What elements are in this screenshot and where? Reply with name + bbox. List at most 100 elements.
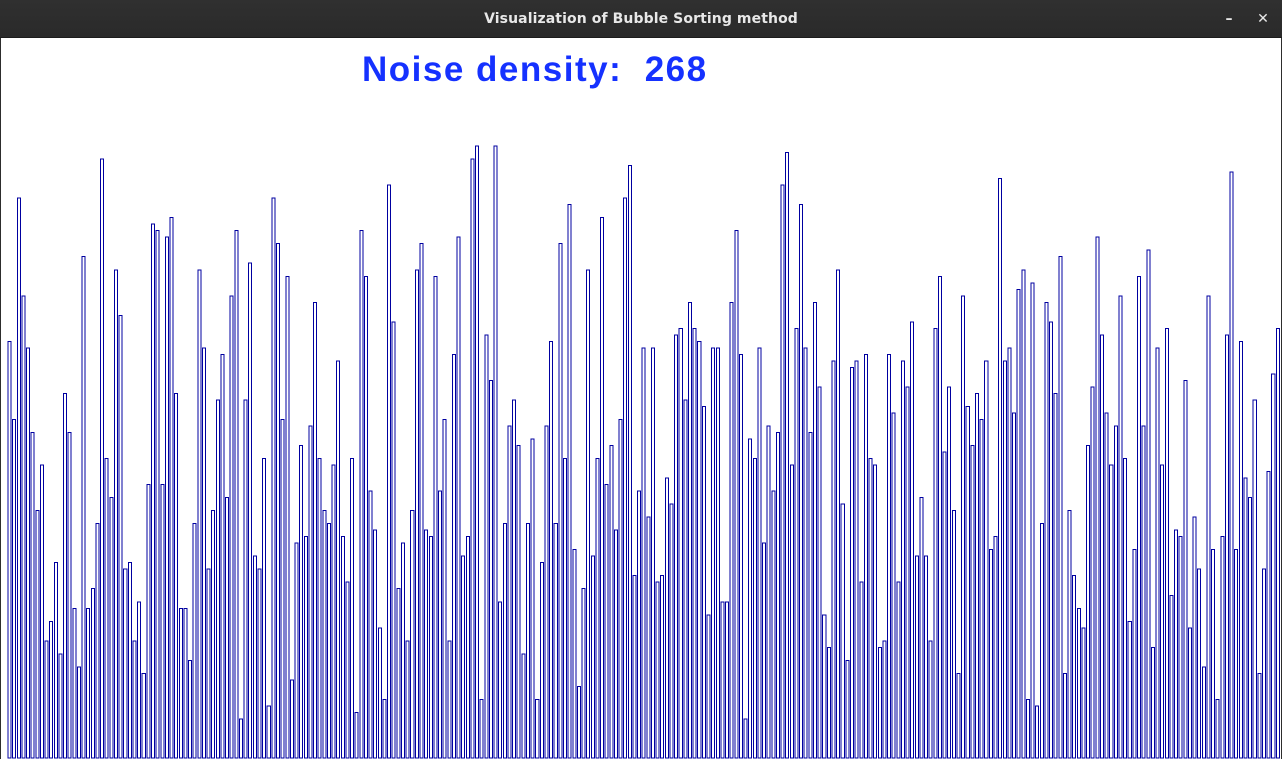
bar-37 <box>178 607 183 759</box>
bar-139 <box>650 347 655 759</box>
bar-245 <box>1141 425 1146 759</box>
bar-60 <box>285 275 290 759</box>
bar-244 <box>1137 275 1142 759</box>
bar-226 <box>1053 392 1058 759</box>
bar-82 <box>387 184 392 759</box>
noise-density-caption: Noise density: <box>362 50 623 89</box>
bar-51 <box>243 399 248 759</box>
bar-178 <box>831 360 836 759</box>
bar-175 <box>817 386 822 759</box>
bar-45 <box>215 399 220 759</box>
bar-195 <box>910 321 915 759</box>
bar-255 <box>1187 627 1192 759</box>
bar-157 <box>734 230 739 759</box>
bar-68 <box>322 510 327 759</box>
bar-180 <box>840 503 845 759</box>
bar-229 <box>1067 510 1072 759</box>
bar-176 <box>822 614 827 759</box>
bar-273 <box>1271 373 1276 759</box>
bar-9 <box>49 620 54 759</box>
bar-17 <box>86 607 91 759</box>
bar-101 <box>475 145 480 759</box>
bar-61 <box>289 679 294 759</box>
bar-184 <box>859 581 864 759</box>
bar-6 <box>35 510 40 759</box>
bar-98 <box>461 555 466 759</box>
bar-132 <box>618 418 623 759</box>
bar-47 <box>225 497 230 759</box>
bar-116 <box>544 425 549 759</box>
bar-81 <box>382 698 387 759</box>
bar-193 <box>900 360 905 759</box>
bar-169 <box>789 464 794 759</box>
bar-223 <box>1039 523 1044 759</box>
visualization-canvas: Noise density: 268 <box>1 38 1281 759</box>
bar-197 <box>919 497 924 759</box>
bar-168 <box>785 152 790 759</box>
bar-142 <box>664 477 669 759</box>
bar-164 <box>766 425 771 759</box>
bar-253 <box>1178 536 1183 759</box>
bar-140 <box>655 581 660 759</box>
close-button[interactable]: ✕ <box>1257 11 1269 27</box>
bar-44 <box>211 510 216 759</box>
bar-146 <box>683 399 688 759</box>
bar-19 <box>95 523 100 759</box>
bar-152 <box>711 347 716 759</box>
bar-189 <box>882 640 887 759</box>
bar-219 <box>1021 269 1026 759</box>
bar-207 <box>965 405 970 759</box>
bar-221 <box>1030 282 1035 759</box>
bar-13 <box>67 432 72 759</box>
bar-16 <box>81 256 86 759</box>
bar-31 <box>151 223 156 759</box>
bar-40 <box>192 523 197 759</box>
bar-220 <box>1025 698 1030 759</box>
title-bar[interactable]: Visualization of Bubble Sorting method –… <box>0 0 1282 38</box>
bar-86 <box>405 640 410 759</box>
bar-129 <box>604 484 609 759</box>
bar-234 <box>1090 386 1095 759</box>
bar-239 <box>1113 425 1118 759</box>
bar-134 <box>627 165 632 759</box>
bar-238 <box>1109 464 1114 759</box>
bar-174 <box>812 301 817 759</box>
bar-88 <box>414 269 419 759</box>
bar-4 <box>26 347 31 759</box>
bar-257 <box>1197 568 1202 759</box>
bar-158 <box>738 353 743 759</box>
bar-274 <box>1275 327 1280 759</box>
bar-76 <box>359 230 364 759</box>
bar-237 <box>1104 412 1109 759</box>
bar-162 <box>757 347 762 759</box>
bar-235 <box>1095 236 1100 759</box>
bar-56 <box>266 705 271 759</box>
bar-104 <box>488 379 493 759</box>
bar-214 <box>998 178 1003 759</box>
bar-210 <box>979 418 984 759</box>
bar-87 <box>410 510 415 759</box>
bar-138 <box>646 516 651 759</box>
bar-186 <box>868 458 873 759</box>
bar-array-graphic <box>7 145 1280 759</box>
bar-118 <box>553 523 558 759</box>
bar-71 <box>336 360 341 759</box>
minimize-button[interactable]: – <box>1225 11 1233 27</box>
bar-155 <box>725 601 730 759</box>
bar-78 <box>368 490 373 759</box>
bar-241 <box>1123 458 1128 759</box>
bar-249 <box>1160 464 1165 759</box>
bar-264 <box>1229 171 1234 759</box>
bar-92 <box>433 275 438 759</box>
bar-34 <box>164 236 169 759</box>
bar-75 <box>354 711 359 759</box>
bar-272 <box>1266 471 1271 759</box>
bar-46 <box>220 353 225 759</box>
bar-154 <box>720 601 725 759</box>
bar-55 <box>262 458 267 759</box>
bar-240 <box>1118 295 1123 759</box>
bar-114 <box>535 698 540 759</box>
bar-270 <box>1257 672 1262 759</box>
bar-26 <box>127 562 132 759</box>
bar-112 <box>525 523 530 759</box>
